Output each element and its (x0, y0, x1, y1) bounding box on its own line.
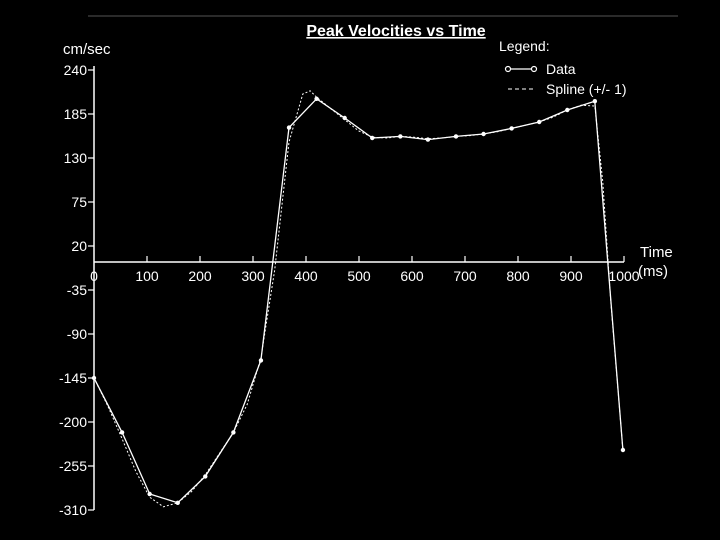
x-tick-label: 800 (506, 268, 530, 284)
x-tick-label: 500 (347, 268, 371, 284)
y-tick-label: -35 (67, 282, 87, 298)
data-point (91, 375, 97, 381)
data-point (175, 500, 180, 505)
data-point (342, 115, 347, 121)
y-tick-label: 75 (71, 194, 87, 210)
data-point (314, 96, 319, 102)
data-line (93, 97, 624, 504)
y-tick-label: -310 (59, 502, 87, 518)
x-tick-label: 600 (400, 268, 424, 284)
legend: Legend: Data Spline (+/- 1) (499, 38, 627, 97)
data-point (286, 125, 292, 130)
x-axis-label-line1: Time (640, 244, 673, 261)
x-tick-label: 700 (453, 268, 477, 284)
y-tick-label: 185 (64, 106, 88, 122)
data-point (258, 358, 264, 363)
y-ticks: 240 185 130 75 20 -35 -90 -145 -200 -255 -310 (59, 62, 94, 518)
data-point (620, 447, 626, 453)
data-point (509, 126, 514, 131)
y-tick-label: -255 (59, 458, 87, 474)
y-tick-label: -90 (67, 326, 87, 342)
y-tick-label: 240 (64, 62, 88, 78)
x-tick-label: 400 (294, 268, 318, 284)
legend-data-marker-left (504, 65, 512, 73)
data-point (453, 134, 459, 139)
data-point (537, 119, 542, 125)
y-tick-label: 20 (71, 238, 87, 254)
x-tick-label: 200 (188, 268, 212, 284)
chart-title: Peak Velocities vs Time (306, 23, 485, 40)
legend-data-marker-right (530, 65, 538, 73)
data-point (231, 430, 236, 435)
data-point (119, 430, 125, 435)
data-point (481, 131, 486, 137)
legend-data-label: Data (546, 61, 576, 77)
data-point (370, 135, 375, 141)
y-axis-label: cm/sec (63, 41, 111, 58)
y-tick-label: -145 (59, 370, 87, 386)
data-point (147, 491, 152, 497)
data-point (425, 137, 431, 142)
legend-title: Legend: (499, 38, 550, 54)
x-tick-label: 0 (90, 268, 98, 284)
y-tick-label: 130 (64, 150, 88, 166)
y-tick-label: -200 (59, 414, 87, 430)
data-point (203, 474, 208, 479)
x-ticks: 0 100 200 300 400 500 600 700 800 900 1000 (90, 256, 640, 284)
data-point (592, 99, 598, 104)
legend-spline-label: Spline (+/- 1) (546, 81, 627, 97)
data-point (398, 134, 403, 139)
x-tick-label: 100 (135, 268, 159, 284)
x-axis-label-line2: (ms) (638, 263, 668, 280)
x-tick-label: 300 (241, 268, 265, 284)
series-data (91, 96, 626, 505)
x-tick-label: 1000 (608, 268, 639, 284)
x-tick-label: 900 (559, 268, 583, 284)
data-point (565, 107, 570, 113)
